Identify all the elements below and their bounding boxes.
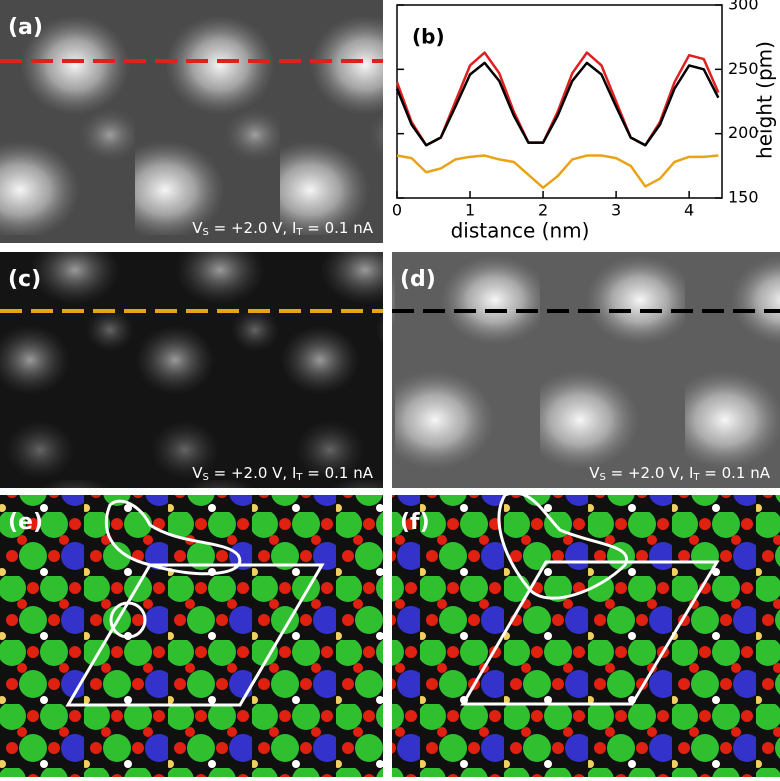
y-tick-label: 250 (728, 59, 759, 78)
y-axis-label: height (pm) (753, 41, 777, 159)
annotation: VS = +2.0 V, IT = 0.1 nA (589, 464, 771, 484)
y-tick-label: 200 (728, 123, 759, 142)
series-line (396, 154, 719, 189)
x-tick-label: 1 (465, 201, 475, 220)
x-tick-label: 3 (611, 201, 621, 220)
panel-label: (e) (8, 510, 43, 535)
outline (109, 601, 147, 639)
unit-cell (65, 563, 325, 707)
y-tick-label: 150 (728, 188, 759, 207)
stm-image (392, 252, 780, 488)
atomic-model (0, 495, 383, 777)
x-tick-label: 4 (684, 201, 694, 220)
outline (497, 491, 629, 600)
stm-image (0, 0, 383, 243)
unit-cell (460, 560, 720, 706)
x-axis-label: distance (nm) (451, 219, 590, 243)
annotation: VS = +2.0 V, IT = 0.1 nA (192, 464, 374, 484)
chart-title: (b) (412, 25, 445, 49)
x-tick-label: 0 (392, 201, 402, 220)
stm-image (0, 252, 383, 488)
y-tick-label: 300 (728, 0, 759, 14)
panel-label: (f) (400, 510, 430, 535)
atomic-model (392, 495, 780, 777)
outline (104, 499, 242, 576)
series-line (395, 51, 720, 147)
line-chart: (b) distance (nm) height (pm) 0 1 2 3 4 150 20… (392, 0, 777, 243)
annotation: VS = +2.0 V, IT = 0.1 nA (192, 219, 374, 239)
panel-label: (c) (8, 267, 41, 292)
panel-label: (a) (8, 15, 43, 40)
plot-frame (396, 4, 723, 199)
panel-label: (d) (400, 267, 436, 292)
series-line (395, 61, 720, 147)
x-tick-label: 2 (538, 201, 548, 220)
